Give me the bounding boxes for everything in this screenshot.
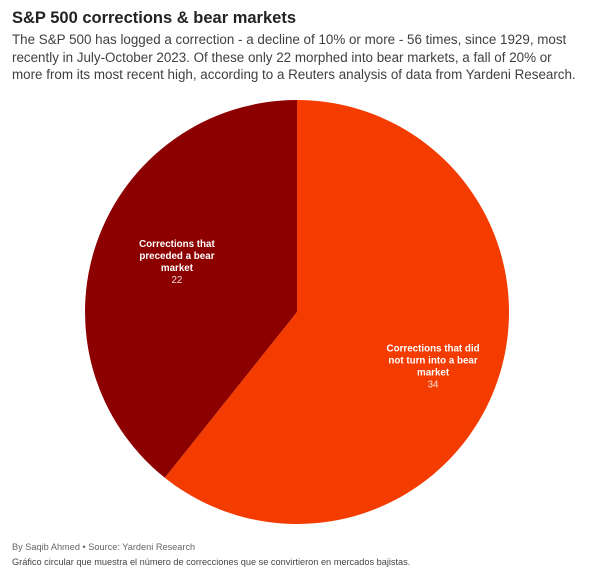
pie-slices [85,100,510,524]
chart-subtitle: The S&P 500 has logged a correction - a … [12,32,576,82]
chart-title: S&P 500 corrections & bear markets [12,9,297,27]
slice-2-value-label: 22 [171,275,182,286]
slice-1-label-line-1: Corrections that did [387,344,480,355]
slice-1-label-line-3: market [417,368,450,379]
pie-slice-1 [164,100,510,524]
slice-2-label-line-1: Corrections that [139,239,215,250]
chart-description-note: Gráfico circular que muestra el número d… [12,557,411,567]
byline-source: By Saqib Ahmed • Source: Yardeni Researc… [12,542,196,552]
slice-2-label-line-2: preceded a bear [139,251,214,262]
slice-1-label-line-2: not turn into a bear [388,356,477,367]
slice-2-label-line-3: market [161,263,194,274]
slice-1-value-label: 34 [428,380,439,391]
pie-slice-2 [85,100,297,478]
